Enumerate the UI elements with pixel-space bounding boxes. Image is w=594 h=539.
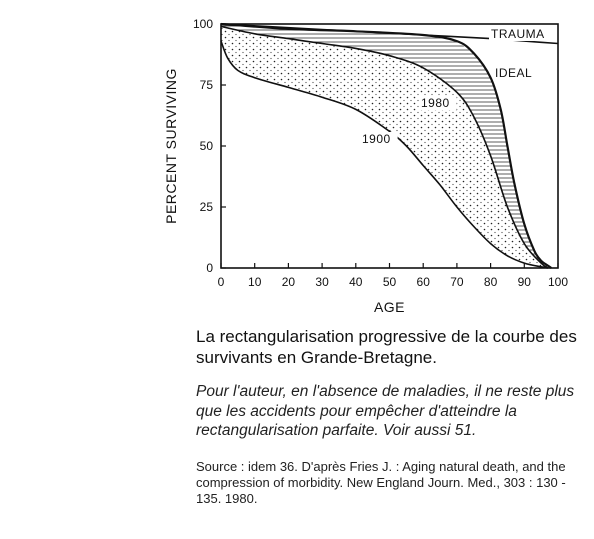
survival-curves	[220, 22, 559, 269]
x-tick-label: 40	[349, 275, 363, 289]
curve-label-trauma: TRAUMA	[491, 27, 545, 41]
x-tick-label: 100	[548, 275, 568, 289]
curve-ideal	[220, 22, 552, 269]
curve-label-ideal: IDEAL	[495, 66, 532, 80]
x-tick-label: 80	[484, 275, 498, 289]
curve-label-1900: 1900	[362, 132, 391, 146]
y-axis-title: PERCENT SURVIVING	[163, 68, 179, 224]
x-tick-label: 70	[450, 275, 464, 289]
y-tick-label: 25	[200, 200, 214, 214]
axis-ticks: 0 10 20 30 40 50 60 70 80 90 100 0 25 50 75 100	[193, 17, 568, 289]
y-tick-label: 50	[200, 139, 214, 153]
figure-caption: La rectangularisation progressive de la …	[196, 327, 577, 367]
x-tick-label: 50	[383, 275, 397, 289]
source-citation: Source : idem 36. D'après Fries J. : Agi…	[196, 459, 566, 506]
y-tick-label: 100	[193, 17, 213, 31]
x-tick-label: 90	[518, 275, 532, 289]
curve-label-bg	[419, 96, 457, 110]
x-tick-label: 30	[315, 275, 329, 289]
x-axis-title: AGE	[374, 299, 405, 315]
x-tick-label: 0	[218, 275, 225, 289]
y-tick-label: 0	[206, 261, 213, 275]
x-tick-label: 20	[282, 275, 296, 289]
curve-1980	[220, 25, 549, 269]
shaded-regions	[221, 24, 552, 269]
curve-labels: TRAUMA IDEAL 1980 1900	[360, 27, 545, 146]
survival-chart: 0 10 20 30 40 50 60 70 80 90 100 0 25 50 75 100 TRAUMA I…	[163, 17, 568, 315]
x-tick-label: 60	[417, 275, 431, 289]
hatched-gap-region	[221, 24, 552, 268]
curve-label-1980: 1980	[421, 96, 450, 110]
y-tick-label: 75	[200, 78, 214, 92]
dotted-gain-region	[221, 26, 548, 269]
curve-label-bg	[493, 66, 539, 80]
curve-label-bg	[360, 132, 398, 146]
curve-1900	[220, 40, 549, 269]
x-tick-label: 10	[248, 275, 262, 289]
author-note: Pour l'auteur, en l'absence de maladies,…	[196, 383, 575, 439]
curve-label-bg	[489, 27, 544, 41]
